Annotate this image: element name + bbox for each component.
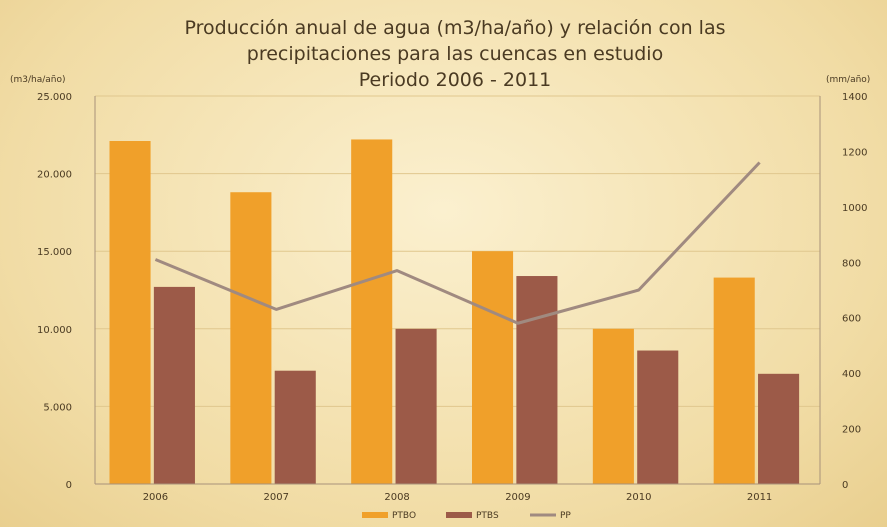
line-pp <box>154 161 761 325</box>
bar-ptbs <box>153 286 195 484</box>
y-left-tick-label: 5.000 <box>43 402 72 413</box>
chart-title-line-1: Producción anual de agua (m3/ha/año) y r… <box>185 17 726 39</box>
bar-ptbs <box>395 328 437 484</box>
bar-ptbo <box>230 192 272 484</box>
y-left-tick-label: 15.000 <box>37 247 72 258</box>
y-right-tick-label: 0 <box>842 480 848 491</box>
legend-label-ptbs: PTBS <box>476 511 499 521</box>
x-tick-label: 2008 <box>384 492 409 503</box>
chart-title-line-2: precipitaciones para las cuencas en estu… <box>247 43 663 65</box>
legend-label-pp: PP <box>560 511 571 521</box>
bar-ptbo <box>713 277 755 484</box>
grid <box>95 95 820 407</box>
legend: PTBO PTBS PP <box>362 511 571 521</box>
x-tick-label: 2010 <box>626 492 651 503</box>
chart-title: Producción anual de agua (m3/ha/año) y r… <box>185 17 726 91</box>
y-left-tick-label: 20.000 <box>37 170 72 181</box>
y-right-tick-label: 800 <box>842 258 861 269</box>
y-right-tick-label: 1400 <box>842 92 867 103</box>
y-right-tick-label: 200 <box>842 425 861 436</box>
x-tick-label: 2007 <box>264 492 289 503</box>
x-tick-label: 2011 <box>747 492 772 503</box>
y-left-tick-label: 25.000 <box>37 92 72 103</box>
bar-ptbo <box>472 251 514 484</box>
y-right-unit-label: (mm/año) <box>826 75 870 85</box>
bar-ptbo <box>592 328 634 484</box>
line-series <box>154 161 761 325</box>
legend-swatch-ptbs <box>446 512 472 518</box>
y-left-tick-label: 10.000 <box>37 325 72 336</box>
y-right-tick-label: 1000 <box>842 203 867 214</box>
chart-title-line-3: Periodo 2006 - 2011 <box>359 69 552 91</box>
x-tick-label: 2006 <box>143 492 168 503</box>
y-right-tick-label: 400 <box>842 369 861 380</box>
axes: 0 5.000 10.000 15.000 20.000 25.000 0 200 400 600… <box>37 92 867 503</box>
x-tick-label: 2009 <box>505 492 530 503</box>
y-left-unit-label: (m3/ha/año) <box>10 75 66 85</box>
bar-ptbo <box>109 141 151 484</box>
bar-ptbs <box>516 276 558 484</box>
legend-label-ptbo: PTBO <box>392 511 416 521</box>
legend-swatch-ptbo <box>362 512 388 518</box>
bar-ptbs <box>758 373 800 484</box>
bar-ptbs <box>637 350 679 484</box>
y-right-tick-label: 600 <box>842 314 861 325</box>
bar-ptbo <box>351 139 393 484</box>
bars <box>109 139 800 484</box>
y-left-tick-label: 0 <box>66 480 72 491</box>
bar-ptbs <box>274 370 316 484</box>
y-right-tick-label: 1200 <box>842 147 867 158</box>
